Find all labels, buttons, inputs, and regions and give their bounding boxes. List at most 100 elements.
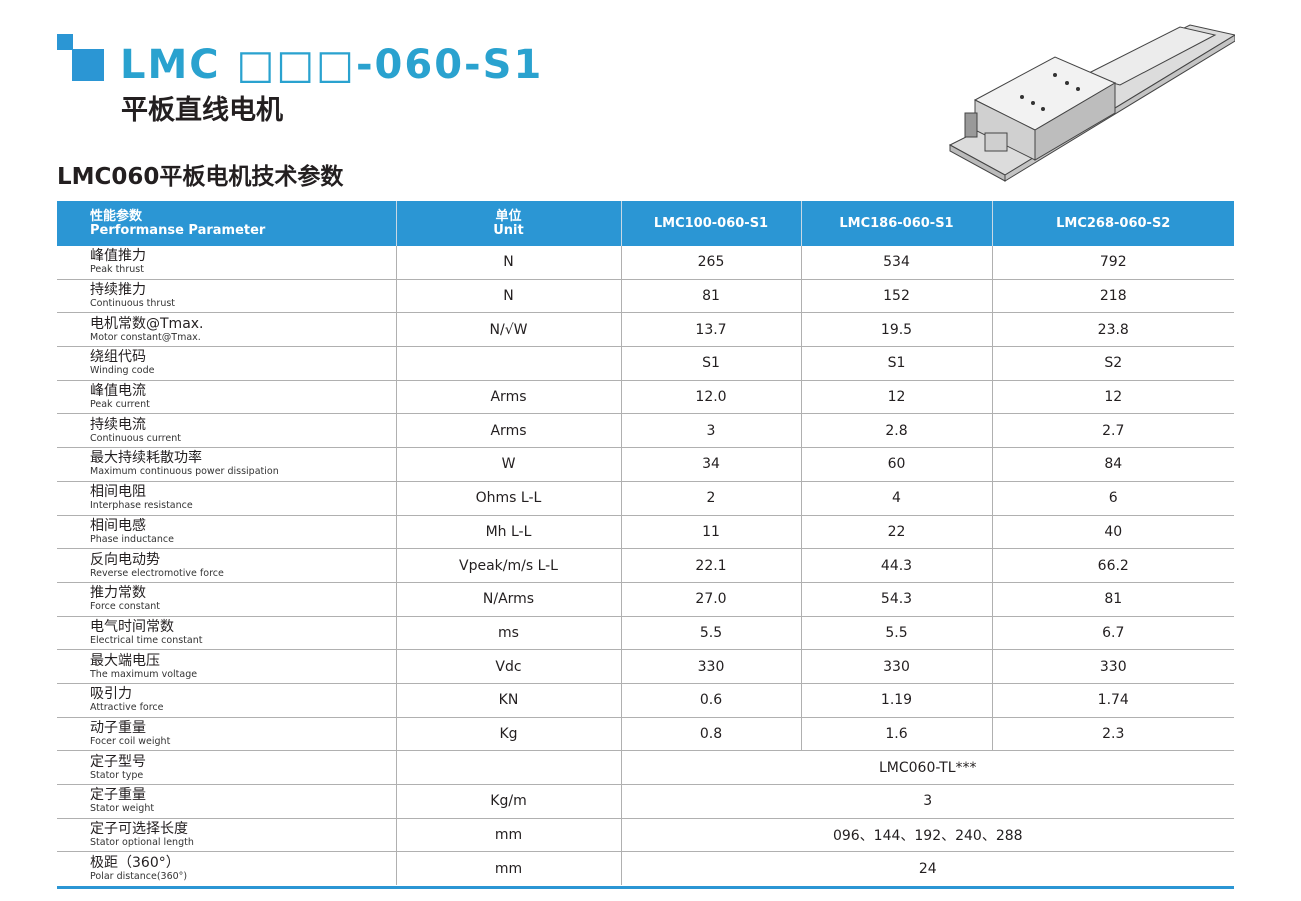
- table-row: 定子重量 Stator weight Kg/m 3: [57, 784, 1234, 819]
- param-en: Motor constant@Tmax.: [90, 331, 201, 343]
- table-row: 动子重量 Focer coil weight Kg 0.8 1.6 2.3: [57, 716, 1234, 751]
- param-zh: 最大端电压: [90, 652, 160, 669]
- param-cell: 绕组代码 Winding code: [57, 346, 396, 381]
- table-header-row: 性能参数 Performanse Parameter 单位 Unit LMC100-…: [57, 201, 1234, 246]
- param-en: Peak current: [90, 399, 150, 411]
- unit-cell: Arms: [395, 413, 621, 448]
- page-subtitle: 平板直线电机: [121, 95, 283, 126]
- value-cell: 81: [991, 581, 1234, 617]
- unit-cell: [395, 346, 621, 381]
- param-zh: 峰值推力: [90, 248, 146, 265]
- header-model-2: LMC186-060-S1: [800, 201, 992, 246]
- value-cell: 265: [620, 246, 801, 280]
- value-cell-all: 24: [620, 851, 1234, 886]
- value-cell: 12.0: [620, 379, 801, 414]
- value-cell: S1: [620, 346, 801, 381]
- header-parameter-en: Performanse Parameter: [90, 222, 266, 238]
- param-cell: 定子可选择长度 Stator optional length: [57, 817, 396, 852]
- unit-cell: Vpeak/m/s L-L: [395, 548, 621, 583]
- value-cell: 44.3: [800, 548, 992, 583]
- param-cell: 相间电感 Phase inductance: [57, 514, 396, 549]
- param-cell: 反向电动势 Reverse electromotive force: [57, 548, 396, 583]
- unit-cell: W: [395, 447, 621, 482]
- value-cell: 27.0: [620, 581, 801, 617]
- table-row: 定子可选择长度 Stator optional length mm 096、144、1…: [57, 817, 1234, 852]
- param-cell: 极距（360°） Polar distance(360°): [57, 851, 396, 886]
- param-cell: 定子重量 Stator weight: [57, 784, 396, 819]
- param-cell: 定子型号 Stator type: [57, 750, 396, 785]
- unit-cell: N/Arms: [395, 581, 621, 617]
- param-en: Electrical time constant: [90, 634, 203, 646]
- param-en: Polar distance(360°): [90, 870, 188, 882]
- unit-cell: ms: [395, 615, 621, 650]
- value-cell: 23.8: [991, 312, 1234, 347]
- value-cell: 4: [800, 480, 992, 515]
- param-en: Stator weight: [90, 803, 155, 815]
- value-cell: 6: [991, 480, 1234, 515]
- table-row: 绕组代码 Winding code S1 S1 S2: [57, 346, 1234, 381]
- unit-cell: Mh L-L: [395, 514, 621, 549]
- value-cell-all: 096、144、192、240、288: [620, 817, 1234, 852]
- section-title: LMC060平板电机技术参数: [57, 164, 344, 190]
- table-row: 最大持续耗散功率 Maximum continuous power dissipa…: [57, 447, 1234, 482]
- logo-square-small: [57, 34, 73, 50]
- value-cell: 0.8: [620, 716, 801, 751]
- param-zh: 最大持续耗散功率: [90, 450, 202, 467]
- param-en: Winding code: [90, 365, 155, 377]
- table-row: 电气时间常数 Electrical time constant ms 5.5 5.5 6.…: [57, 615, 1234, 650]
- value-cell: 12: [800, 379, 992, 414]
- value-cell: 2.3: [991, 716, 1234, 751]
- table-row: 反向电动势 Reverse electromotive force Vpeak/m/…: [57, 548, 1234, 583]
- value-cell: 60: [800, 447, 992, 482]
- table-bottom-rule: [57, 886, 1234, 889]
- value-cell-all: LMC060-TL***: [620, 750, 1234, 785]
- value-cell: S1: [800, 346, 992, 381]
- unit-cell: Ohms L-L: [395, 480, 621, 515]
- unit-cell: Kg/m: [395, 784, 621, 819]
- table-row: 相间电感 Phase inductance Mh L-L 11 22 40: [57, 514, 1234, 549]
- unit-cell: N/√W: [395, 312, 621, 347]
- table-row: 相间电阻 Interphase resistance Ohms L-L 2 4 6: [57, 480, 1234, 515]
- linear-motor-image: [948, 24, 1235, 182]
- param-zh: 持续电流: [90, 416, 146, 433]
- param-zh: 相间电感: [90, 517, 146, 534]
- table-row: 电机常数@Tmax. Motor constant@Tmax. N/√W 13.7 19…: [57, 312, 1234, 347]
- header-unit-zh: 单位: [495, 208, 522, 224]
- value-cell: 1.74: [991, 682, 1234, 718]
- value-cell: 22: [800, 514, 992, 549]
- value-cell-all: 3: [620, 784, 1234, 819]
- value-cell: 11: [620, 514, 801, 549]
- header-parameter-zh: 性能参数: [90, 208, 143, 224]
- value-cell: 12: [991, 379, 1234, 414]
- value-cell: 2: [620, 480, 801, 515]
- value-cell: 19.5: [800, 312, 992, 347]
- header-parameter: 性能参数 Performanse Parameter: [57, 201, 396, 246]
- param-zh: 相间电阻: [90, 484, 146, 501]
- param-en: Continuous thrust: [90, 298, 176, 310]
- param-en: Force constant: [90, 601, 161, 613]
- param-en: Maximum continuous power dissipation: [90, 466, 279, 478]
- value-cell: 13.7: [620, 312, 801, 347]
- value-cell: 1.19: [800, 682, 992, 718]
- param-cell: 最大持续耗散功率 Maximum continuous power dissipa…: [57, 447, 396, 482]
- param-zh: 极距（360°）: [90, 854, 180, 871]
- param-en: Continuous current: [90, 432, 181, 444]
- value-cell: 2.8: [800, 413, 992, 448]
- value-cell: 330: [620, 649, 801, 684]
- header-unit: 单位 Unit: [395, 201, 621, 246]
- param-en: Stator optional length: [90, 837, 194, 849]
- value-cell: 792: [991, 246, 1234, 280]
- value-cell: 1.6: [800, 716, 992, 751]
- value-cell: 40: [991, 514, 1234, 549]
- table-row: 吸引力 Attractive force KN 0.6 1.19 1.74: [57, 682, 1234, 718]
- spec-table: 性能参数 Performanse Parameter 单位 Unit LMC100-…: [57, 201, 1234, 886]
- param-en: Reverse electromotive force: [90, 567, 224, 579]
- unit-cell: mm: [395, 851, 621, 886]
- param-cell: 峰值电流 Peak current: [57, 379, 396, 414]
- param-cell: 电气时间常数 Electrical time constant: [57, 615, 396, 650]
- param-cell: 电机常数@Tmax. Motor constant@Tmax.: [57, 312, 396, 347]
- param-cell: 推力常数 Force constant: [57, 581, 396, 617]
- param-en: Stator type: [90, 769, 144, 781]
- param-en: The maximum voltage: [90, 668, 198, 680]
- param-zh: 电机常数@Tmax.: [90, 315, 204, 332]
